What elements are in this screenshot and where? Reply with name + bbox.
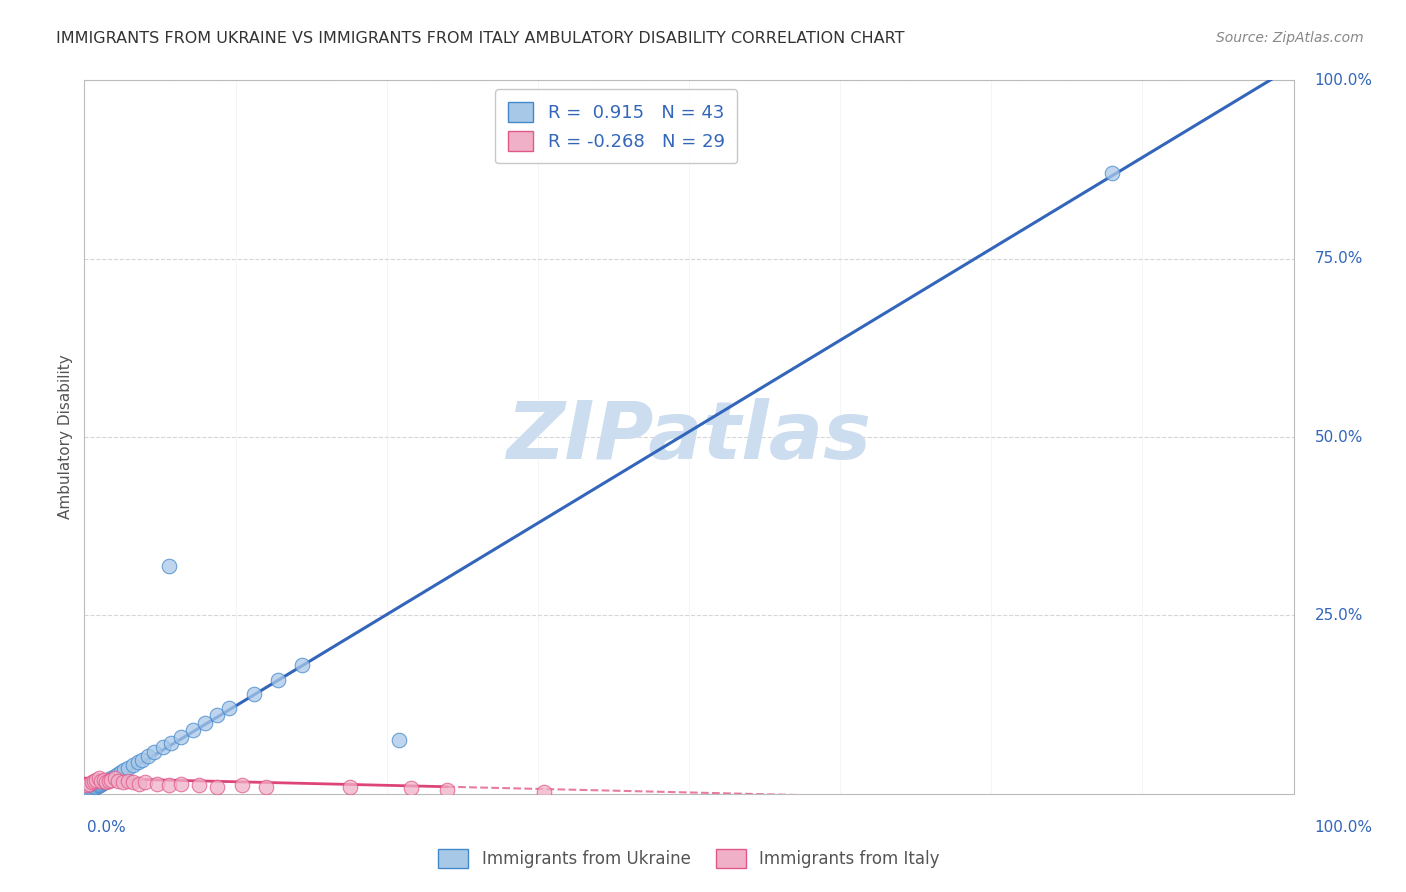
Text: IMMIGRANTS FROM UKRAINE VS IMMIGRANTS FROM ITALY AMBULATORY DISABILITY CORRELATI: IMMIGRANTS FROM UKRAINE VS IMMIGRANTS FR… <box>56 31 904 46</box>
Point <box>134 775 156 789</box>
Point <box>152 740 174 755</box>
Text: 100.0%: 100.0% <box>1315 73 1372 87</box>
Point <box>94 774 117 789</box>
Point <box>93 772 115 787</box>
Point <box>80 782 103 797</box>
Point <box>399 781 422 796</box>
Point <box>117 774 139 789</box>
Point <box>86 780 108 794</box>
Point <box>170 730 193 744</box>
Point <box>291 658 314 673</box>
Point <box>94 775 117 789</box>
Legend: Immigrants from Ukraine, Immigrants from Italy: Immigrants from Ukraine, Immigrants from… <box>432 842 946 875</box>
Point <box>86 772 108 787</box>
Point <box>89 778 111 792</box>
Point <box>121 775 143 789</box>
Point <box>77 784 100 798</box>
Point <box>436 782 458 797</box>
Point <box>87 771 110 785</box>
Legend: R =  0.915   N = 43, R = -0.268   N = 29: R = 0.915 N = 43, R = -0.268 N = 29 <box>495 89 737 163</box>
Point <box>242 687 264 701</box>
Point <box>93 775 115 789</box>
Point <box>207 708 229 723</box>
Point <box>1101 166 1123 180</box>
Point <box>110 765 132 780</box>
Point <box>194 715 217 730</box>
Point <box>104 769 127 783</box>
Point <box>77 777 100 791</box>
Point <box>339 780 361 794</box>
Point <box>181 723 204 737</box>
Point <box>87 778 110 792</box>
Point <box>146 777 169 791</box>
Text: 75.0%: 75.0% <box>1315 252 1362 266</box>
Point <box>128 777 150 791</box>
Point <box>80 775 103 789</box>
Point <box>100 771 122 785</box>
Point <box>83 774 105 789</box>
Point <box>76 778 98 792</box>
Point <box>207 780 229 794</box>
Point <box>267 673 290 687</box>
Text: Source: ZipAtlas.com: Source: ZipAtlas.com <box>1216 31 1364 45</box>
Point <box>138 749 160 764</box>
Point <box>90 774 112 789</box>
Point <box>121 758 143 772</box>
Text: 50.0%: 50.0% <box>1315 430 1362 444</box>
Point <box>86 779 108 793</box>
Text: 0.0%: 0.0% <box>87 821 127 835</box>
Point <box>104 771 127 785</box>
Point <box>79 783 101 797</box>
Point <box>117 761 139 775</box>
Point <box>170 777 193 791</box>
Point <box>127 756 149 770</box>
Point <box>91 776 114 790</box>
Point <box>97 774 120 789</box>
Point <box>388 733 411 747</box>
Text: 100.0%: 100.0% <box>1315 821 1372 835</box>
Point <box>96 773 118 788</box>
Point <box>157 558 180 573</box>
Point <box>90 777 112 791</box>
Point <box>231 778 253 792</box>
Point <box>131 753 153 767</box>
Point <box>157 778 180 792</box>
Point <box>107 767 129 781</box>
Point <box>533 785 555 799</box>
Point <box>97 772 120 787</box>
Point <box>107 774 129 789</box>
Point <box>84 780 107 795</box>
Point <box>143 746 166 760</box>
Point <box>76 785 98 799</box>
Text: 25.0%: 25.0% <box>1315 608 1362 623</box>
Point <box>188 778 211 792</box>
Point <box>94 774 117 789</box>
Point <box>100 772 122 787</box>
Point <box>82 781 104 796</box>
Y-axis label: Ambulatory Disability: Ambulatory Disability <box>58 355 73 519</box>
Text: ZIPatlas: ZIPatlas <box>506 398 872 476</box>
Point <box>254 780 277 794</box>
Point <box>77 785 100 799</box>
Point <box>83 781 105 796</box>
Point <box>160 735 183 749</box>
Point <box>218 701 240 715</box>
Point <box>112 764 135 778</box>
Point <box>112 775 135 789</box>
